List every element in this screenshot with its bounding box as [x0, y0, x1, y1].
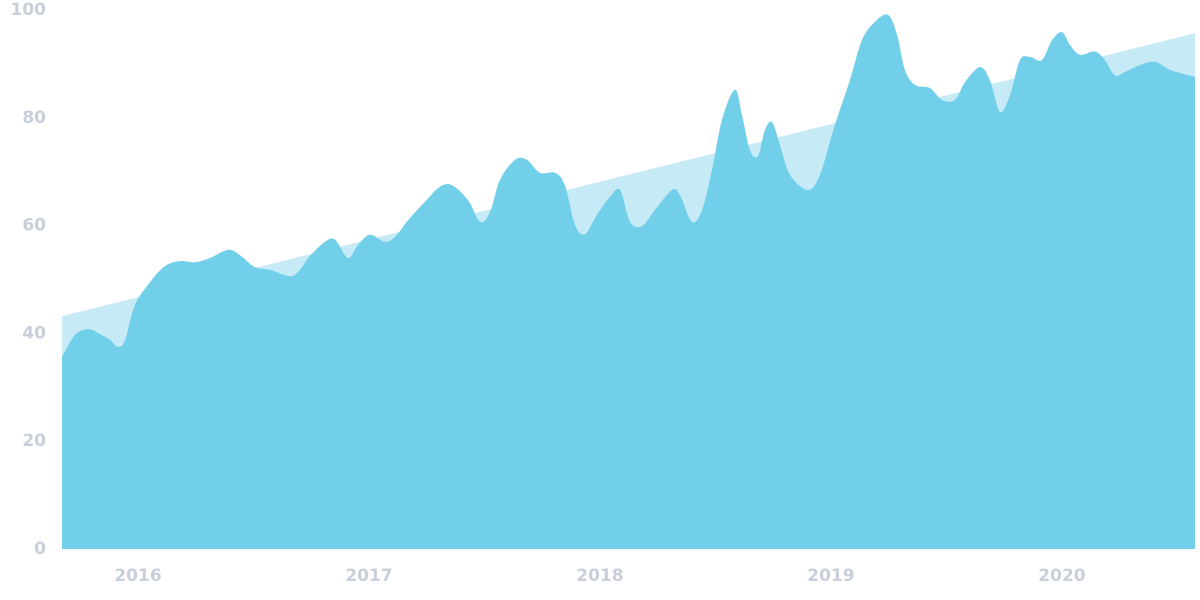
y-tick-label: 40 — [22, 323, 46, 343]
x-tick-label: 2019 — [807, 566, 854, 586]
y-tick-label: 100 — [11, 0, 47, 20]
y-tick-label: 0 — [34, 539, 46, 559]
x-tick-label: 2020 — [1038, 566, 1085, 586]
x-tick-label: 2018 — [576, 566, 623, 586]
x-tick-label: 2017 — [345, 566, 392, 586]
y-tick-label: 80 — [22, 108, 46, 128]
y-tick-label: 20 — [22, 431, 46, 451]
x-tick-label: 2016 — [114, 566, 161, 586]
area — [62, 14, 1195, 550]
y-tick-label: 60 — [22, 216, 46, 236]
